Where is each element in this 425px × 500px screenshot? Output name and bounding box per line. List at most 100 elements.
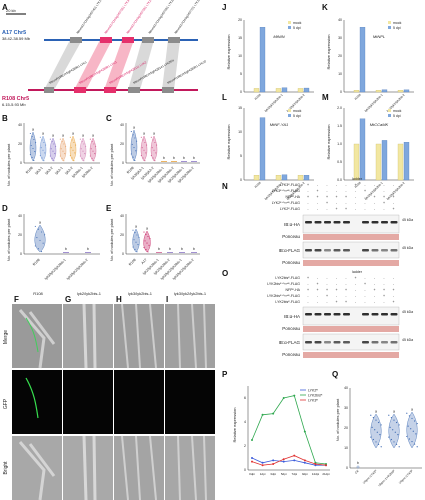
bar-5dpi — [303, 175, 310, 181]
legend-swatch-mock — [388, 109, 391, 112]
x-tick-label: R108 — [354, 181, 362, 189]
micrograph-gfp — [63, 370, 113, 434]
y-tick-label: 20 — [238, 18, 242, 22]
gene-name: MtNPL — [373, 34, 385, 39]
plus-minus-sign: - — [383, 189, 385, 193]
y-tick-label: 10 — [344, 446, 348, 450]
data-point — [33, 159, 35, 162]
top-chromosome-label: A17 Chr5 — [2, 30, 26, 36]
violin-group: a b b — [34, 221, 91, 253]
significance-letter: b — [193, 156, 195, 160]
blot-bands — [305, 341, 398, 344]
line-chart: 0 2 4 6 0dpi 1dpi 3dpi 5dpi 7dpi 9dpi 14dpi 21dpi LY… — [244, 386, 330, 476]
plus-minus-sign: - — [336, 294, 338, 298]
data-point — [251, 439, 253, 441]
synteny-ribbon — [74, 40, 112, 90]
plus-minus-grid: + - - - - + - - - - - + - - - - + - - - + + + + + - - + + + - - + - - - - - + -… — [307, 276, 395, 304]
y-tick-label: 15 — [238, 36, 242, 40]
data-point — [136, 140, 138, 142]
data-point — [408, 415, 410, 417]
y-axis-label: No. of nodules per plant — [109, 143, 114, 186]
bar-mock — [253, 175, 260, 181]
significance-letter: a — [42, 132, 44, 136]
violin-shape — [29, 131, 37, 162]
plus-minus-sign: - — [383, 183, 385, 187]
y-axis-label: Relative expression — [226, 35, 231, 70]
data-point — [410, 428, 412, 430]
data-point — [394, 431, 396, 433]
legend-swatch-5dpi — [288, 114, 291, 117]
panel-c: C No. of nodules per plant 40 20 0 a a a b b… — [106, 114, 200, 186]
plus-minus-sign: - — [317, 276, 319, 280]
y-tick-label: 0 — [122, 161, 124, 165]
data-point — [71, 157, 73, 159]
blot-band — [362, 341, 369, 344]
data-point — [147, 251, 149, 253]
data-point — [132, 246, 134, 248]
bar-5dpi — [259, 27, 266, 93]
plus-minus-sign: + — [326, 288, 328, 292]
plus-minus-sign: - — [326, 276, 328, 280]
panel-label-n: N — [222, 182, 228, 191]
plus-minus-sign: - — [364, 195, 366, 199]
data-point — [396, 443, 398, 445]
blot-bands — [305, 313, 398, 316]
bar-mock — [353, 143, 360, 181]
significance-letter: a — [133, 126, 135, 130]
significance-letter: b — [158, 247, 160, 251]
plus-minus-sign: + — [335, 300, 337, 304]
data-point — [407, 425, 409, 427]
micrograph-bright — [63, 436, 113, 500]
data-point — [81, 157, 83, 159]
gene-name: MtrunA17Chr5g0437401 LYK1 — [76, 0, 103, 35]
panel-label-g: G — [65, 295, 71, 304]
data-point — [131, 143, 133, 145]
data-point — [406, 412, 408, 414]
blot-band — [333, 313, 341, 316]
data-point — [44, 152, 46, 154]
y-tick-label: 5 — [240, 72, 242, 76]
blot-band — [381, 221, 388, 224]
data-point — [41, 139, 43, 141]
y-tick-label: 10 — [238, 54, 242, 58]
blot-band — [381, 313, 388, 316]
blot-band — [305, 341, 312, 344]
bar-5dpi — [259, 117, 266, 181]
data-point — [91, 141, 93, 143]
legend-label: mock — [293, 109, 302, 113]
data-point — [314, 463, 317, 465]
plus-minus-sign: - — [374, 189, 376, 193]
data-point — [378, 421, 380, 424]
data-point — [79, 155, 81, 157]
blot-band — [390, 341, 398, 344]
root-hair — [18, 441, 56, 500]
significance-letter: b — [193, 247, 195, 251]
data-point — [41, 231, 43, 233]
significance-letter: b — [183, 156, 185, 160]
infection-thread — [25, 377, 39, 419]
plus-minus-sign: - — [317, 294, 319, 298]
data-point — [39, 154, 41, 157]
legend-swatch-mock — [288, 109, 291, 112]
bar-5dpi — [281, 87, 288, 93]
plus-minus-sign: + — [316, 189, 318, 193]
data-point — [375, 419, 377, 421]
gene-block — [162, 87, 174, 93]
data-point — [134, 137, 136, 139]
data-point — [415, 433, 417, 435]
legend-label: 5 dpi — [393, 114, 401, 118]
data-point — [132, 156, 134, 158]
data-point — [73, 160, 75, 162]
x-tick-label: 9dpi — [302, 472, 308, 476]
data-point — [41, 251, 43, 253]
micrograph-merge — [12, 304, 62, 368]
data-point — [411, 440, 413, 443]
data-point — [272, 412, 275, 415]
data-point — [146, 242, 148, 244]
data-point — [303, 461, 306, 464]
plus-minus-sign: + — [383, 288, 385, 292]
plus-minus-sign: + — [326, 201, 328, 205]
data-point — [83, 160, 85, 162]
data-point — [378, 443, 380, 445]
